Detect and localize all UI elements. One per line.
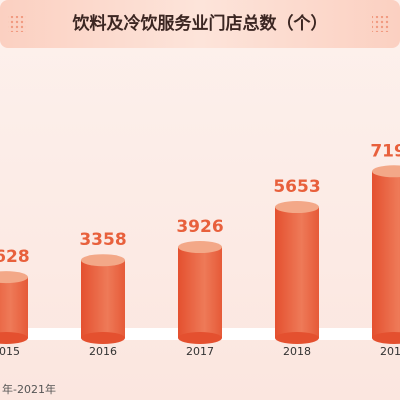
value-label: 3358 [79,230,126,250]
bar [178,247,222,338]
bar [81,260,125,338]
chart-title: 饮料及冷饮服务业门店总数（个） [72,13,328,34]
bar [0,277,28,338]
bar-top [178,241,222,254]
x-tick-label: 2019 [380,345,400,358]
bar-bottom [178,332,222,344]
value-label: 5653 [273,177,320,197]
header-dots [372,16,390,32]
header-dots [8,16,26,32]
bar-bottom [81,332,125,344]
value-label: 3926 [176,217,223,237]
value-label: 2628 [0,247,30,267]
bar-top [0,271,28,284]
x-tick-label: 2016 [89,345,117,358]
bar-top [81,254,125,267]
source: 年-2021年 [2,382,56,396]
x-tick-label: 2015 [0,345,20,358]
x-tick-label: 2018 [283,345,311,358]
bar-top [372,165,400,178]
bar-bottom [0,332,28,344]
header [0,0,400,48]
bar-bottom [372,332,400,344]
bar [275,207,319,338]
x-tick-label: 2017 [186,345,214,358]
bar-top [275,201,319,214]
value-label: 7195 [370,141,400,161]
bar-bottom [275,332,319,344]
bar [372,171,400,338]
